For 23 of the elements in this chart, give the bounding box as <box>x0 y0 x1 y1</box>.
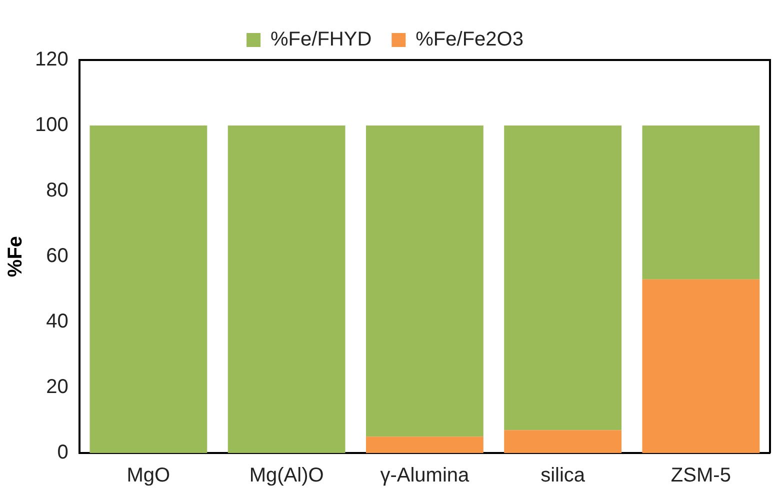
bar <box>366 436 484 453</box>
bar <box>504 430 622 453</box>
bar <box>228 126 346 453</box>
y-tick-label: 60 <box>46 245 68 268</box>
y-tick-label: 80 <box>46 180 68 202</box>
y-axis-title: %Fe <box>4 236 27 278</box>
x-tick-label: γ-Alumina <box>380 464 470 487</box>
y-tick-label: 100 <box>34 114 68 136</box>
y-tick-label: 40 <box>46 310 68 333</box>
bar <box>642 126 760 280</box>
y-tick-label: 0 <box>57 442 68 464</box>
x-tick-label: Mg(Al)O <box>249 464 324 487</box>
x-tick-label: MgO <box>126 464 170 487</box>
bar <box>366 126 484 437</box>
bar <box>642 279 760 453</box>
legend-label: %Fe/Fe2O3 <box>416 28 524 51</box>
legend-label: %Fe/FHYD <box>270 28 372 51</box>
y-tick-label: 20 <box>46 376 68 398</box>
bar <box>504 126 622 430</box>
x-tick-label: silica <box>540 464 586 487</box>
y-tick-label: 120 <box>34 48 68 71</box>
bar <box>90 126 208 453</box>
x-tick-label: ZSM-5 <box>670 464 731 487</box>
